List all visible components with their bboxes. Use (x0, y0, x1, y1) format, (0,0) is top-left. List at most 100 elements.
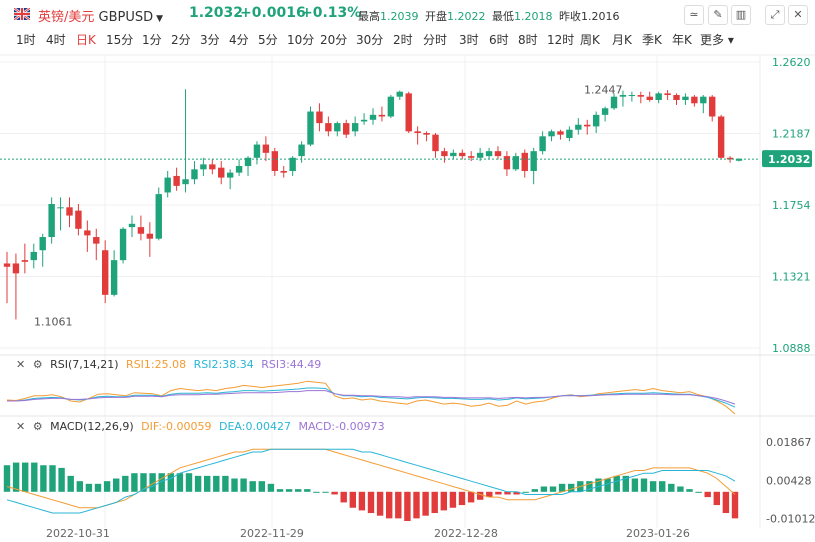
candle-body (628, 95, 636, 97)
tab-季K[interactable]: 季K (642, 33, 662, 47)
rsi2-label: RSI2:38.34 (193, 358, 254, 371)
candle-body (289, 157, 296, 171)
expand-icon[interactable]: ⤢ (765, 5, 785, 25)
collapse-icon[interactable]: ✕ (16, 358, 26, 371)
candle-body (423, 133, 430, 135)
candle-body (173, 175, 180, 186)
tab-月K[interactable]: 月K (612, 33, 632, 47)
candle-body (307, 111, 314, 145)
macd-title: MACD(12,26,9) (50, 420, 134, 433)
tab-20分[interactable]: 20分 (320, 33, 348, 47)
candle-body (584, 124, 591, 127)
macd-bar (386, 491, 393, 519)
macd-bar (568, 483, 575, 492)
tab-2时[interactable]: 2时 (393, 33, 413, 47)
tab-30分[interactable]: 30分 (356, 33, 384, 47)
macd-bar (595, 478, 602, 492)
rsi-legend: ✕ ⚙ RSI(7,14,21) RSI1:25.08 RSI2:38.34 R… (16, 358, 321, 371)
macd-bar (513, 491, 520, 495)
macd-bar (622, 475, 629, 492)
macd-tick-label: 0.01867 (766, 436, 812, 449)
macd-bar (31, 462, 38, 492)
macd-bar (395, 491, 402, 519)
tab-4时[interactable]: 4时 (46, 33, 66, 47)
candle-body (566, 129, 573, 138)
tab-8时[interactable]: 8时 (518, 33, 538, 47)
macd-bar (640, 478, 648, 492)
candle-body (271, 151, 279, 171)
macd-bar (313, 491, 320, 493)
macd-bar (276, 489, 284, 492)
candle-body (467, 156, 475, 158)
candle-body (66, 207, 73, 216)
tab-15分[interactable]: 15分 (106, 33, 134, 47)
symbol-selector[interactable]: 英镑/美元 GBPUSD ▼ (38, 6, 163, 25)
tab-5分[interactable]: 5分 (258, 33, 278, 47)
collapse-icon[interactable]: ✕ (16, 420, 26, 433)
candle-body (244, 157, 252, 167)
macd-bar (103, 481, 111, 492)
stat-open: 开盘1.2022 (425, 10, 486, 23)
candle-body (396, 91, 403, 97)
stat-high: 最高1.2039 (358, 10, 419, 23)
tab-4分[interactable]: 4分 (229, 33, 249, 47)
tab-1分[interactable]: 1分 (142, 33, 162, 47)
macd-bar (504, 491, 511, 495)
macd-bar (304, 489, 311, 492)
candle-body (548, 131, 555, 137)
line-style-icon[interactable]: ≃ (684, 5, 704, 25)
macd-bar (222, 475, 229, 492)
tab-3时[interactable]: 3时 (459, 33, 479, 47)
macd-bar (376, 491, 384, 516)
tab-2分[interactable]: 2分 (171, 33, 191, 47)
settings-icon[interactable]: ⚙ (32, 420, 43, 433)
tab-周K[interactable]: 周K (580, 33, 600, 47)
x-tick-label: 2023-01-26 (626, 527, 690, 540)
tab-12时[interactable]: 12时 (547, 33, 575, 47)
candle-body (137, 227, 145, 234)
symbol-code: GBPUSD (98, 10, 154, 25)
candle-body (280, 170, 287, 173)
macd-bar (249, 481, 256, 492)
candle-body (369, 114, 377, 120)
tab-日K[interactable]: 日K (76, 33, 96, 47)
macd-bar (422, 491, 429, 516)
macd-bar (413, 491, 420, 519)
tab-1时[interactable]: 1时 (16, 33, 36, 47)
tab-年K[interactable]: 年K (672, 33, 692, 47)
macd-legend: ✕ ⚙ MACD(12,26,9) DIF:-0.00059 DEA:0.004… (16, 420, 385, 433)
tab-更多[interactable]: 更多 ▾ (700, 33, 734, 47)
candle-body (128, 223, 136, 228)
macd-bar (531, 489, 538, 492)
settings-icon[interactable]: ⚙ (32, 358, 43, 371)
y-tick-label: 1.1321 (772, 271, 811, 284)
x-tick-label: 2022-12-28 (434, 527, 498, 540)
candle-body (200, 164, 207, 170)
macd-label: MACD:-0.00973 (298, 420, 385, 433)
rsi3-line (7, 390, 736, 405)
macd-bar (158, 473, 165, 492)
candle-body (601, 108, 609, 115)
close-icon[interactable]: ✕ (788, 5, 808, 25)
dif-line (6, 448, 736, 509)
candle-body (110, 260, 118, 295)
macd-bar (358, 491, 366, 511)
tab-6时[interactable]: 6时 (489, 33, 509, 47)
macd-bar (213, 475, 220, 492)
draw-icon[interactable]: ✎ (708, 5, 728, 25)
macd-bar (458, 491, 466, 506)
candle-body (343, 123, 350, 135)
candle-type-icon[interactable]: ▥ (731, 5, 751, 25)
candle-body (700, 96, 707, 104)
tab-分时[interactable]: 分时 (423, 33, 448, 47)
macd-bar (122, 475, 129, 492)
macd-bar (49, 465, 56, 492)
tab-3分[interactable]: 3分 (200, 33, 220, 47)
macd-bar (58, 467, 65, 492)
tab-10分[interactable]: 10分 (287, 33, 315, 47)
macd-bar (631, 478, 639, 492)
current-price-label: 1.2032 (768, 153, 810, 166)
price-change: +0.0016 (240, 5, 306, 21)
macd-bar (340, 491, 347, 503)
